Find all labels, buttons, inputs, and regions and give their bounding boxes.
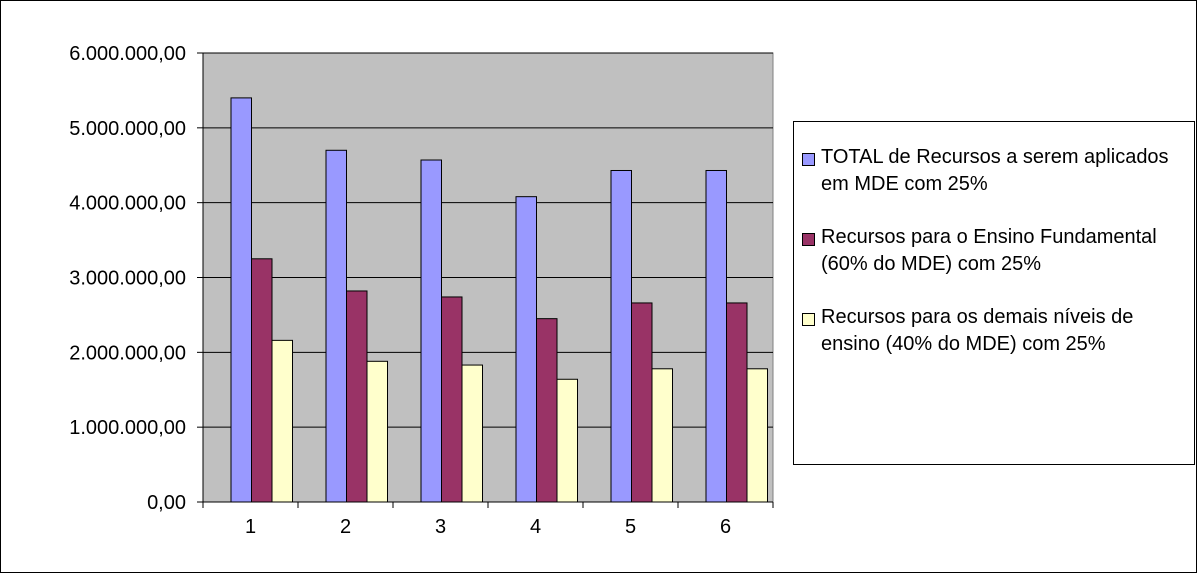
bar-series-1-cat-2 — [325, 149, 347, 503]
bar-series-2-cat-1 — [251, 258, 273, 503]
legend-item-demais: Recursos para os demais níveis de ensino… — [802, 304, 1194, 358]
legend-swatch-total — [802, 153, 815, 166]
bar-series-1-cat-1 — [230, 97, 252, 503]
bar-series-1-cat-5 — [610, 169, 632, 503]
legend: TOTAL de Recursos a serem aplicados em M… — [793, 121, 1195, 465]
legend-label-demais: Recursos para os demais níveis de ensino… — [821, 306, 1134, 355]
bar-series-3-cat-4 — [556, 378, 578, 503]
bar-series-3-cat-6 — [746, 368, 768, 503]
y-tick-label: 5.000.000,00 — [69, 118, 186, 140]
x-tick-label: 1 — [245, 516, 256, 538]
bar-series-2-cat-5 — [631, 302, 653, 503]
bar-series-1-cat-3 — [420, 159, 442, 503]
bars — [230, 97, 768, 503]
legend-item-total: TOTAL de Recursos a serem aplicados em M… — [802, 144, 1194, 198]
y-tick-label: 3.000.000,00 — [69, 268, 186, 290]
bar-series-1-cat-6 — [705, 169, 727, 503]
bar-series-3-cat-5 — [651, 368, 673, 503]
legend-swatch-demais — [802, 313, 815, 326]
x-tick-label: 6 — [720, 516, 731, 538]
y-tick-labels: 0,00 1.000.000,00 2.000.000,00 3.000.000,00… — [69, 43, 203, 514]
y-tick-label: 2.000.000,00 — [69, 342, 186, 364]
legend-label-fundamental: Recursos para o Ensino Fundamental (60% … — [821, 226, 1157, 275]
x-tick-label: 4 — [530, 516, 541, 538]
bar-series-2-cat-6 — [726, 302, 748, 503]
y-tick-label: 4.000.000,00 — [69, 193, 186, 215]
bar-series-3-cat-1 — [271, 339, 293, 503]
x-tick-label: 5 — [625, 516, 636, 538]
x-tick-labels: 1 2 3 4 5 6 — [202, 502, 774, 538]
bar-series-3-cat-3 — [461, 364, 483, 503]
bar-series-2-cat-3 — [441, 296, 463, 503]
x-tick-label: 2 — [340, 516, 351, 538]
bar-series-3-cat-2 — [366, 360, 388, 503]
bar-series-2-cat-2 — [346, 290, 368, 503]
y-tick-label: 0,00 — [147, 492, 186, 514]
legend-label-total: TOTAL de Recursos a serem aplicados em M… — [821, 146, 1169, 195]
y-tick-label: 6.000.000,00 — [69, 43, 186, 65]
bar-series-2-cat-4 — [536, 318, 558, 503]
x-tick-label: 3 — [435, 516, 446, 538]
bar-series-1-cat-4 — [515, 196, 537, 503]
legend-swatch-fundamental — [802, 233, 815, 246]
gridlines — [203, 52, 773, 428]
legend-item-fundamental: Recursos para o Ensino Fundamental (60% … — [802, 224, 1194, 278]
y-tick-label: 1.000.000,00 — [69, 417, 186, 439]
